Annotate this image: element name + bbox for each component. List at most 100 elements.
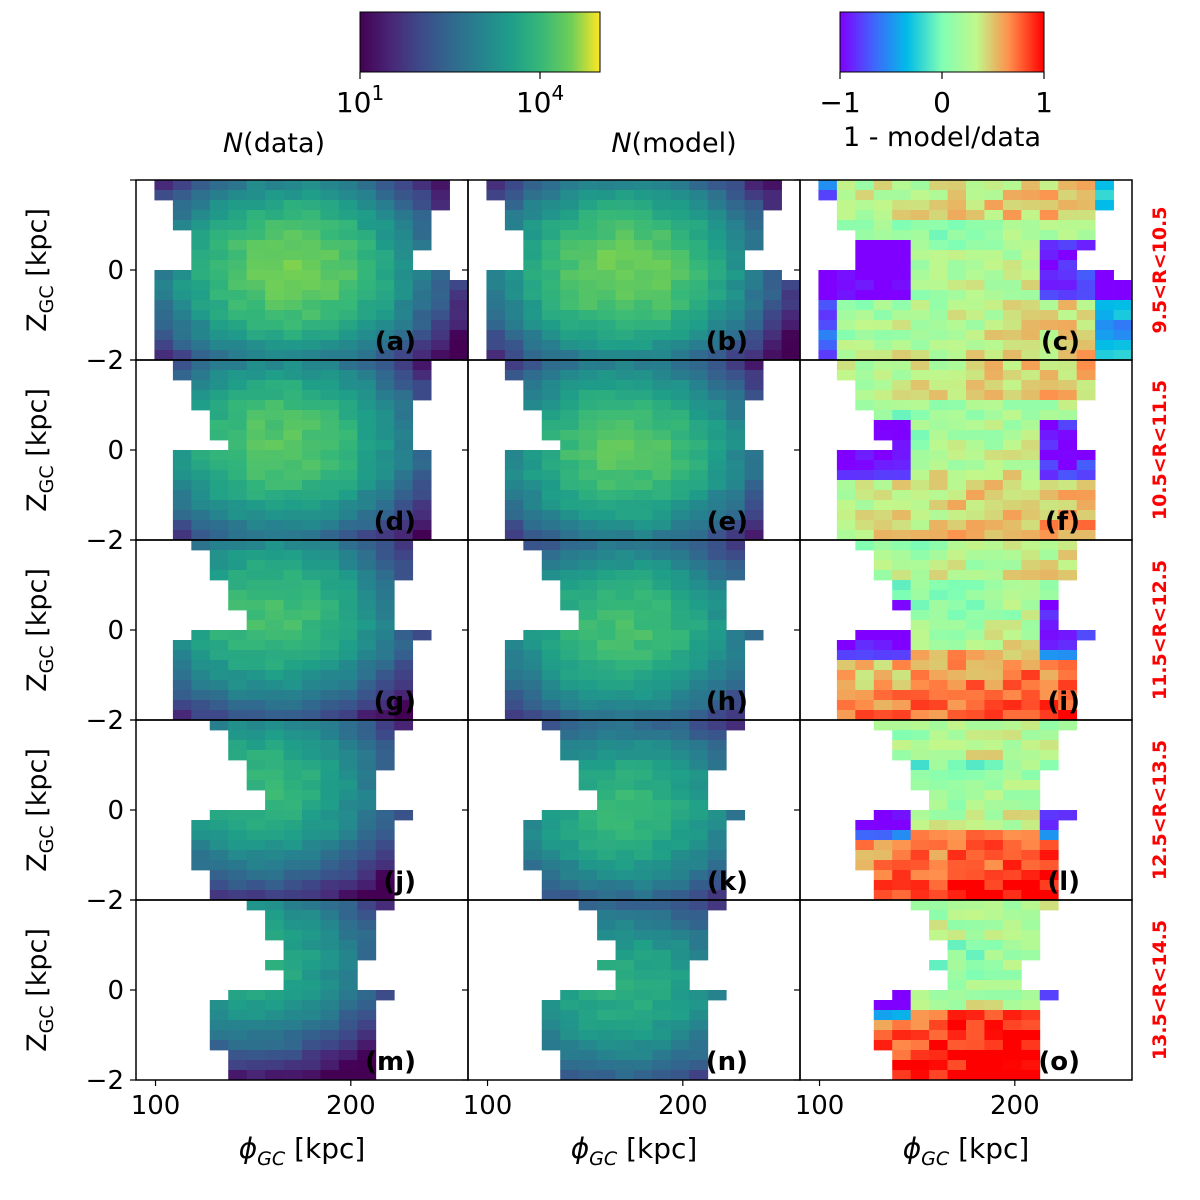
heatmap-cell [929,370,948,381]
heatmap-cell [246,520,266,531]
heatmap-cell [1002,610,1022,621]
heatmap-cell [228,740,248,751]
heatmap-cell [966,820,985,831]
heatmap-cell [1039,280,1059,291]
heatmap-cell [910,640,930,651]
heatmap-cell [652,740,672,751]
heatmap-cell [283,840,303,851]
heatmap-cell [1021,300,1041,311]
heatmap-cell [1039,190,1059,201]
heatmap-cell [966,950,985,961]
heatmap-cell [763,280,782,291]
heatmap-cell [929,750,948,761]
heatmap-cell [431,300,450,311]
heatmap-cell [541,640,561,651]
heatmap-cell [947,340,967,351]
heatmap-cell [984,620,1004,631]
heatmap-cell [302,370,321,381]
heatmap-cell [726,680,746,691]
heatmap-cell [947,870,967,881]
heatmap-cell [191,530,211,541]
heatmap-cell [191,500,211,511]
heatmap-cell [578,890,598,901]
heatmap-cell [412,360,432,371]
heatmap-cell [246,720,266,731]
heatmap-cell [597,890,616,901]
y-tick-label: 0 [107,616,124,646]
heatmap-cell [670,1040,690,1051]
heatmap-cell [689,310,709,321]
heatmap-cell [1039,860,1059,871]
heatmap-cell [873,450,893,461]
heatmap-cell [302,780,321,791]
heatmap-cell [302,1000,321,1011]
heatmap-cell [615,710,635,721]
heatmap-cell [966,720,985,731]
heatmap-cell [504,640,524,651]
heatmap-cell [744,490,764,501]
heatmap-cell [947,240,967,251]
heatmap-cell [541,890,561,901]
heatmap-cell [338,770,358,781]
heatmap-cell [873,220,893,231]
heatmap-cell [246,840,266,851]
heatmap-cell [947,500,967,511]
heatmap-cell [597,1010,616,1021]
heatmap-cell [412,180,432,191]
heatmap-cell [1076,370,1096,381]
heatmap-cell [357,420,377,431]
heatmap-cell [431,190,450,201]
heatmap-cell [302,210,321,221]
heatmap-cell [578,1030,598,1041]
heatmap-cell [1021,920,1041,931]
y-axis-label: ZGC [kpc] [22,748,58,872]
heatmap-cell [209,1040,229,1051]
heatmap-cell [302,580,321,591]
heatmap-cell [1039,220,1059,231]
heatmap-cell [246,1020,266,1031]
heatmap-cell [929,350,948,361]
heatmap-cell [265,550,284,561]
heatmap-cell [394,700,414,711]
heatmap-cell [1076,320,1096,331]
heatmap-cell [283,230,303,241]
heatmap-cell [634,670,653,681]
heatmap-cell [670,820,690,831]
heatmap-cell [984,460,1004,471]
heatmap-cell [209,820,229,831]
heatmap-cell [652,420,672,431]
heatmap-cell [615,760,635,771]
heatmap-cell [394,270,414,281]
heatmap-cell [892,750,912,761]
heatmap-cell [375,680,395,691]
heatmap-cell [744,210,764,221]
heatmap-cell [375,820,395,831]
heatmap-cell [1021,400,1041,411]
heatmap-cell [302,380,321,391]
heatmap-cell [873,260,893,271]
heatmap-cell [929,710,948,721]
heatmap-cell [283,460,303,471]
heatmap-cell [689,540,709,551]
heatmap-cell [302,650,321,661]
heatmap-cell [707,180,727,191]
heatmap-cell [560,1050,580,1061]
heatmap-cell [726,370,746,381]
heatmap-cell [338,1030,358,1041]
heatmap-cell [670,460,690,471]
heatmap-cell [615,600,635,611]
heatmap-cell [1113,290,1133,301]
heatmap-cell [191,200,211,211]
heatmap-cell [1021,930,1041,941]
heatmap-cell [670,1010,690,1021]
heatmap-cell [615,810,635,821]
heatmap-cell [283,540,303,551]
heatmap-cell [597,460,616,471]
x-tick-label: 100 [795,1091,845,1121]
heatmap-cell [1058,320,1078,331]
heatmap-cell [1076,220,1096,231]
heatmap-cell [966,400,985,411]
heatmap-cell [375,630,395,641]
heatmap-cell [689,440,709,451]
heatmap-cell [892,1010,912,1021]
